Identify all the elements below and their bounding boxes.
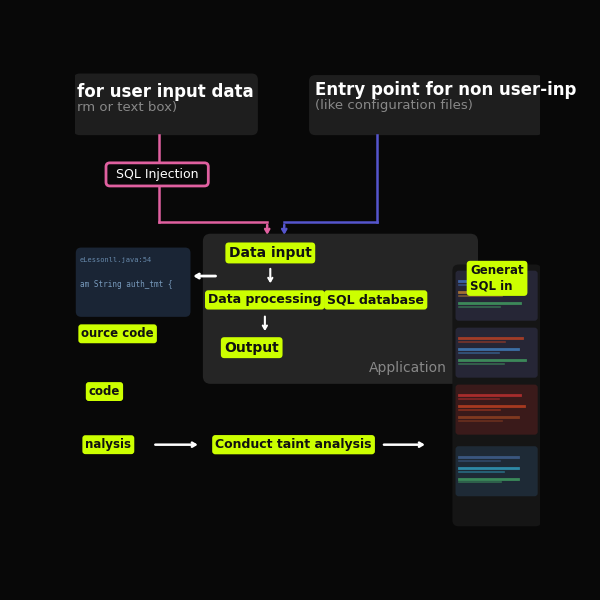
- Text: for user input data: for user input data: [77, 83, 254, 101]
- Text: Output: Output: [224, 341, 279, 355]
- FancyBboxPatch shape: [455, 446, 538, 496]
- Text: Data processing: Data processing: [208, 293, 322, 307]
- FancyBboxPatch shape: [106, 163, 208, 186]
- FancyBboxPatch shape: [203, 234, 478, 384]
- Text: (like configuration files): (like configuration files): [315, 99, 473, 112]
- Text: Conduct taint analysis: Conduct taint analysis: [215, 438, 372, 451]
- FancyBboxPatch shape: [76, 248, 190, 317]
- Text: Data input: Data input: [229, 246, 312, 260]
- Text: rm or text box): rm or text box): [77, 101, 178, 114]
- FancyBboxPatch shape: [452, 265, 542, 526]
- FancyBboxPatch shape: [309, 75, 543, 135]
- FancyBboxPatch shape: [455, 328, 538, 377]
- Text: Application: Application: [370, 361, 447, 376]
- Text: eLessonll.java:54: eLessonll.java:54: [80, 257, 152, 263]
- Text: am String auth_tmt {: am String auth_tmt {: [80, 280, 172, 289]
- Text: Generat
SQL in: Generat SQL in: [470, 265, 524, 292]
- Text: Entry point for non user-inp: Entry point for non user-inp: [315, 81, 577, 99]
- FancyBboxPatch shape: [73, 74, 258, 135]
- Text: nalysis: nalysis: [85, 438, 131, 451]
- Text: code: code: [89, 385, 120, 398]
- Text: ource code: ource code: [82, 328, 154, 340]
- Text: SQL Injection: SQL Injection: [116, 168, 199, 181]
- FancyBboxPatch shape: [455, 271, 538, 321]
- FancyBboxPatch shape: [455, 385, 538, 434]
- Text: SQL database: SQL database: [327, 293, 424, 307]
